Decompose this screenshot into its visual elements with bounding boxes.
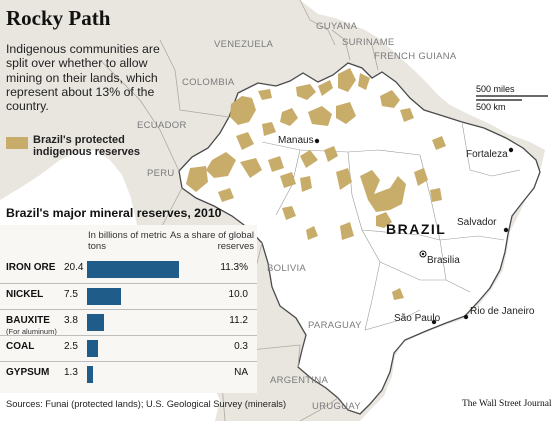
row-divider (0, 361, 257, 362)
sources-note: Sources: Funai (protected lands); U.S. G… (6, 399, 287, 409)
mineral-value: 7.5 (64, 289, 78, 300)
city-label-rio-de-janeiro: Rio de Janeiro (470, 306, 535, 317)
reserve-area (282, 206, 296, 220)
credit: The Wall Street Journal (462, 399, 552, 409)
mineral-note: (For aluminum) (6, 327, 57, 336)
reserve-area (400, 108, 414, 122)
country-label-peru: PERU (147, 168, 175, 179)
mineral-share: 10.0 (228, 289, 248, 300)
reserve-area (432, 136, 446, 150)
reserve-area (258, 89, 272, 100)
scale-label-km: 500 km (476, 102, 506, 112)
country-label-ecuador: ECUADOR (137, 120, 187, 131)
mineral-col-amount: In billions of metric tons (88, 230, 167, 252)
country-label-bolivia: BOLIVIA (267, 263, 307, 274)
reserve-area (336, 102, 356, 124)
mineral-title: Brazil's major mineral reserves, 2010 (6, 206, 222, 220)
ocean (300, 0, 555, 421)
row-divider (0, 283, 257, 284)
reserve-area (300, 150, 318, 168)
row-divider (0, 309, 257, 310)
reserve-area (268, 156, 284, 172)
reserve-area (280, 108, 298, 126)
mineral-col-share: As a share of global reserves (170, 230, 254, 252)
mineral-name: BAUXITE (6, 315, 50, 326)
reserve-area (324, 146, 338, 162)
reserve-area (206, 152, 236, 178)
reserve-area (186, 166, 208, 192)
sao-paulo-marker (431, 319, 437, 325)
reserve-area (280, 172, 296, 188)
reserve-area (376, 212, 392, 228)
country-label-brazil: BRAZIL (386, 221, 447, 237)
fortaleza-marker (508, 147, 514, 153)
mineral-bar (87, 288, 121, 305)
scale-bar (476, 95, 548, 101)
reserve-area (318, 80, 333, 96)
reserve-area (308, 106, 332, 126)
brasilia-marker-dot (421, 252, 425, 256)
reserve-area (338, 68, 356, 92)
reserve-area (358, 73, 370, 90)
reserve-area (230, 96, 256, 125)
mineral-name: GYPSUM (6, 367, 50, 378)
mineral-bar (87, 314, 105, 331)
mineral-value: 20.4 (64, 262, 84, 273)
state-borders (261, 121, 521, 331)
reserve-area (392, 288, 404, 300)
reserve-area (336, 168, 352, 190)
country-label-suriname: SURINAME (342, 37, 395, 48)
city-label-salvador: Salvador (457, 217, 497, 228)
mineral-share: NA (234, 367, 248, 378)
country-label-argentina: ARGENTINA (270, 375, 329, 386)
indigenous-reserves (186, 68, 446, 300)
reserve-area (306, 226, 318, 240)
city-label-brasilia: Brasilia (427, 255, 460, 266)
city-label-fortaleza: Fortaleza (466, 149, 508, 160)
mineral-name: IRON ORE (6, 262, 56, 273)
mineral-share: 11.2 (229, 315, 248, 326)
country-label-guyana: GUYANA (316, 21, 358, 32)
mineral-name: NICKEL (6, 289, 44, 300)
map-title: Rocky Path (6, 6, 111, 30)
mineral-name: COAL (6, 341, 35, 352)
reserve-area (430, 188, 442, 202)
scale-label-miles: 500 miles (476, 84, 515, 94)
mineral-share: 0.3 (234, 341, 248, 352)
manaus-marker (314, 138, 320, 144)
country-label-french-guiana: FRENCH GUIANA (374, 51, 457, 62)
mineral-value: 1.3 (64, 367, 78, 378)
city-label-manaus: Manaus (278, 135, 314, 146)
city-markers (314, 138, 514, 325)
reserve-area (240, 158, 262, 178)
country-label-venezuela: VENEZUELA (214, 39, 274, 50)
mineral-bar (87, 261, 179, 278)
reserve-area (262, 122, 276, 136)
city-label-sao-paulo: São Paulo (394, 313, 441, 324)
mineral-bar (87, 340, 99, 357)
country-label-colombia: COLOMBIA (182, 77, 235, 88)
mineral-value: 3.8 (64, 315, 78, 326)
map-subtitle: Indigenous communities are split over wh… (6, 42, 160, 114)
reserve-area (340, 222, 354, 240)
country-label-paraguay: PARAGUAY (308, 320, 362, 331)
reserve-area (360, 170, 406, 212)
legend-swatch (6, 137, 28, 149)
legend-label: Brazil's protected indigenous reserves (33, 134, 140, 158)
reserve-area (218, 188, 234, 202)
reserve-area (296, 84, 316, 100)
reserve-area (236, 132, 254, 150)
reserve-area (414, 168, 428, 186)
row-divider (0, 335, 257, 336)
salvador-marker (503, 227, 509, 233)
country-label-uruguay: URUGUAY (312, 401, 361, 412)
reserve-area (380, 90, 400, 108)
mineral-bar (87, 366, 93, 383)
reserve-area (300, 176, 312, 192)
rio-marker (463, 314, 469, 320)
mineral-value: 2.5 (64, 341, 78, 352)
mineral-share: 11.3% (220, 262, 248, 273)
